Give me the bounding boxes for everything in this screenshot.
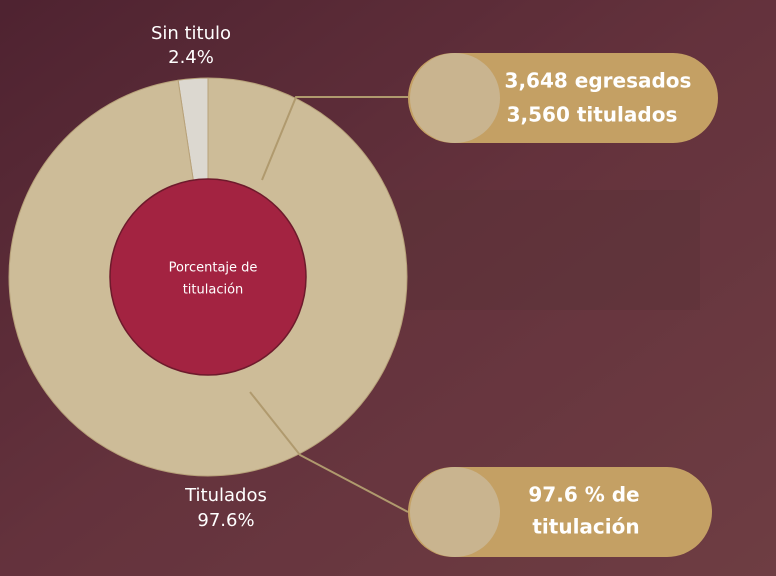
callout-circle <box>410 53 500 143</box>
slice-value-label: 2.4% <box>168 47 214 68</box>
callout-text: 3,560 titulados <box>507 103 678 127</box>
center-label: Porcentaje de <box>169 261 258 276</box>
callout-text: 3,648 egresados <box>505 69 692 93</box>
leader-line <box>249 391 409 513</box>
slice-label: Sin titulo <box>151 23 231 44</box>
callout-circle <box>410 467 500 557</box>
background-photo <box>400 190 700 310</box>
donut-hole <box>109 178 307 376</box>
center-label: titulación <box>183 283 244 298</box>
callout-text: titulación <box>532 515 639 539</box>
slice-label: Titulados <box>184 485 267 506</box>
callout-text: 97.6 % de <box>528 483 639 507</box>
leader-line <box>261 96 408 181</box>
slice-value-label: 97.6% <box>197 510 254 531</box>
